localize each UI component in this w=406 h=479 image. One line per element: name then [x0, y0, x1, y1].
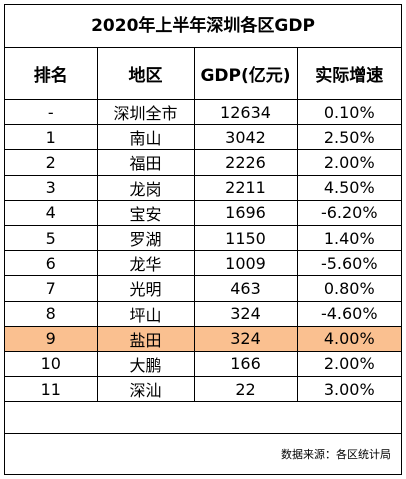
cell-growth: 1.40%	[297, 225, 401, 252]
cell-gdp: 324	[194, 326, 298, 352]
cell-gdp: 463	[194, 275, 298, 302]
cell-gdp: 2211	[194, 175, 298, 201]
cell-rank: 4	[5, 200, 98, 226]
cell-growth: 0.10%	[297, 99, 401, 126]
table-row: 8 坪山 324 -4.60%	[5, 301, 401, 327]
cell-growth: 2.50%	[297, 124, 401, 151]
header-rank: 排名	[5, 48, 98, 100]
cell-growth: -6.20%	[297, 200, 401, 226]
cell-gdp: 166	[194, 351, 298, 378]
cell-rank: 8	[5, 301, 98, 327]
cell-district: 罗湖	[97, 225, 195, 252]
gdp-table: 排名 地区 GDP(亿元) 实际增速 - 深圳全市 12634 0.10% 1 …	[5, 48, 401, 403]
cell-rank: 10	[5, 351, 98, 378]
table-title: 2020年上半年深圳各区GDP	[5, 5, 401, 48]
cell-rank: 1	[5, 124, 98, 151]
header-gdp: GDP(亿元)	[194, 48, 298, 100]
cell-gdp: 1009	[194, 250, 298, 277]
table-row: 10 大鹏 166 2.00%	[5, 351, 401, 378]
cell-gdp: 12634	[194, 99, 298, 126]
footer: 数据来源：各区统计局	[5, 433, 401, 474]
cell-district: 南山	[97, 124, 195, 151]
cell-district: 坪山	[97, 301, 195, 327]
cell-rank: 3	[5, 175, 98, 201]
cell-gdp: 3042	[194, 124, 298, 151]
header-growth: 实际增速	[297, 48, 401, 100]
cell-rank: 11	[5, 376, 98, 403]
table-row: 4 宝安 1696 -6.20%	[5, 200, 401, 226]
highlighted-table-row: 9 盐田 324 4.00%	[5, 326, 401, 352]
cell-gdp: 324	[194, 301, 298, 327]
cell-rank: 6	[5, 250, 98, 277]
table-row: 11 深汕 22 3.00%	[5, 376, 401, 403]
cell-growth: 4.50%	[297, 175, 401, 201]
cell-growth: 2.00%	[297, 149, 401, 176]
table-row: 6 龙华 1009 -5.60%	[5, 250, 401, 277]
cell-district: 福田	[97, 149, 195, 176]
cell-rank: 7	[5, 275, 98, 302]
cell-district: 宝安	[97, 200, 195, 226]
table-row: - 深圳全市 12634 0.10%	[5, 99, 401, 126]
cell-district: 龙华	[97, 250, 195, 277]
cell-rank: 2	[5, 149, 98, 176]
cell-gdp: 1696	[194, 200, 298, 226]
cell-gdp: 1150	[194, 225, 298, 252]
table-row: 2 福田 2226 2.00%	[5, 149, 401, 176]
cell-district: 大鹏	[97, 351, 195, 378]
gdp-table-sheet: 2020年上半年深圳各区GDP 排名 地区 GDP(亿元) 实际增速 - 深圳全…	[4, 4, 402, 475]
table-row: 7 光明 463 0.80%	[5, 275, 401, 302]
table-row: 1 南山 3042 2.50%	[5, 124, 401, 151]
cell-gdp: 22	[194, 376, 298, 403]
cell-district: 深圳全市	[97, 99, 195, 126]
table-row: 5 罗湖 1150 1.40%	[5, 225, 401, 252]
cell-growth: 0.80%	[297, 275, 401, 302]
header-row: 排名 地区 GDP(亿元) 实际增速	[5, 48, 401, 100]
cell-district: 光明	[97, 275, 195, 302]
cell-growth: -5.60%	[297, 250, 401, 277]
cell-rank: 5	[5, 225, 98, 252]
cell-growth: -4.60%	[297, 301, 401, 327]
header-district: 地区	[97, 48, 195, 100]
cell-growth: 3.00%	[297, 376, 401, 403]
cell-gdp: 2226	[194, 149, 298, 176]
cell-growth: 2.00%	[297, 351, 401, 378]
cell-district: 深汕	[97, 376, 195, 403]
cell-growth: 4.00%	[297, 326, 401, 352]
cell-rank: 9	[5, 326, 98, 352]
table-row: 3 龙岗 2211 4.50%	[5, 175, 401, 201]
cell-rank: -	[5, 99, 98, 126]
cell-district: 盐田	[97, 326, 195, 352]
cell-district: 龙岗	[97, 175, 195, 201]
source-note: 数据来源：各区统计局	[281, 448, 391, 461]
